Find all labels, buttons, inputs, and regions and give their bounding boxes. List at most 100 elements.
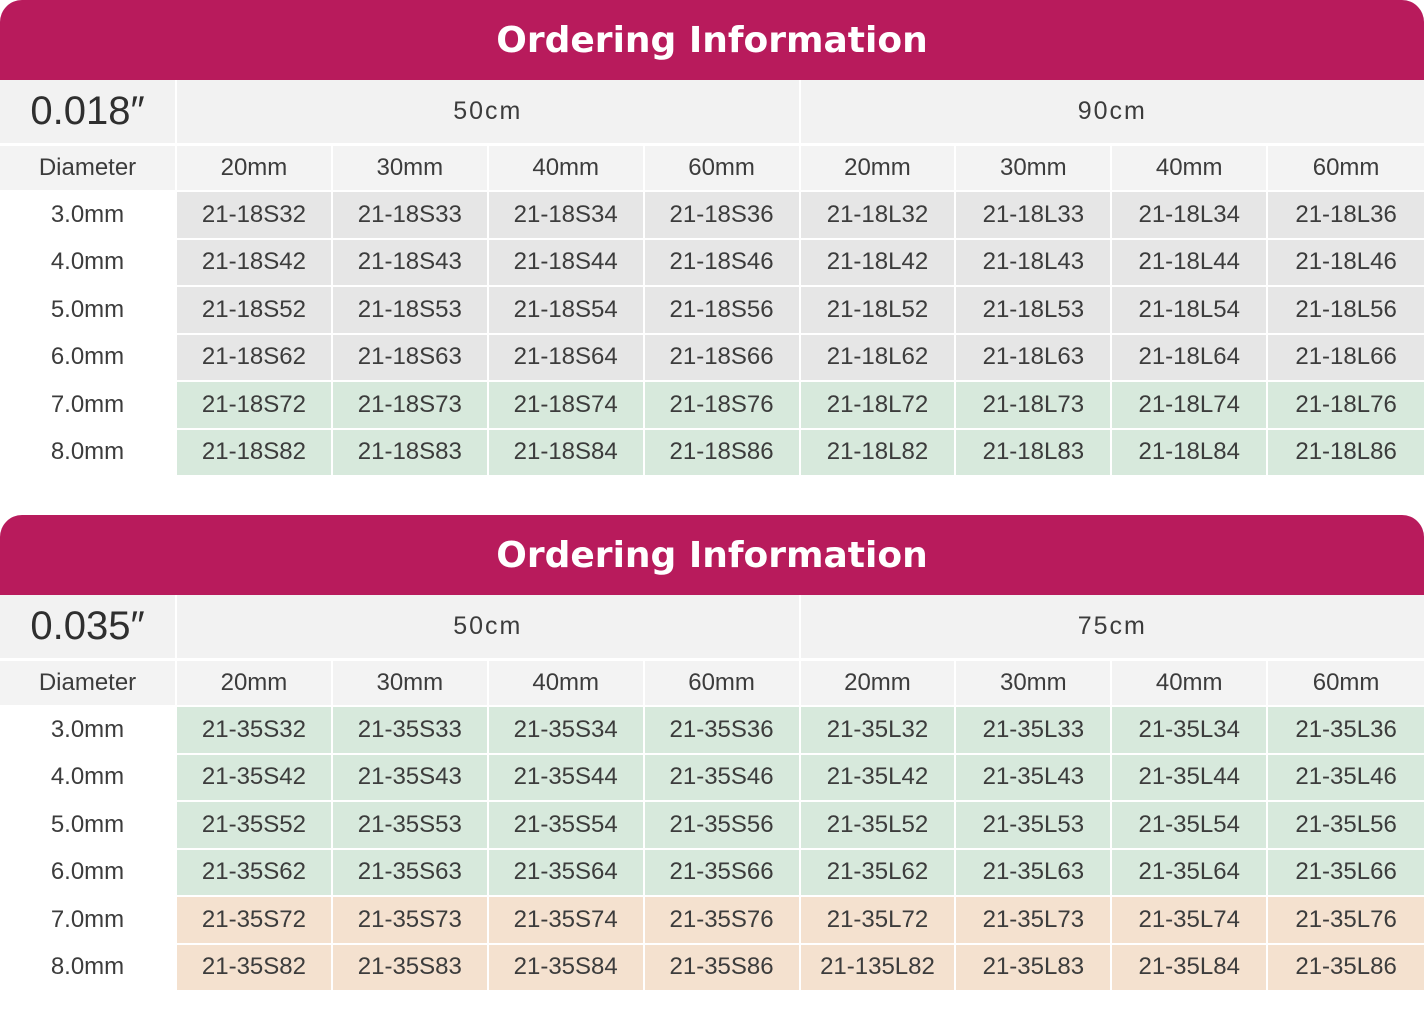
section-banner: Ordering Information bbox=[0, 515, 1424, 595]
product-code-cell: 21-18L74 bbox=[1112, 382, 1269, 430]
product-code-cell: 21-18L73 bbox=[956, 382, 1113, 430]
product-code-cell: 21-35L53 bbox=[956, 802, 1113, 850]
product-code-cell: 21-35S63 bbox=[332, 849, 489, 897]
product-code-cell: 21-18S36 bbox=[644, 192, 801, 240]
table-row: 3.0mm 21-18S32 21-18S33 21-18S34 21-18S36 21-… bbox=[0, 192, 1425, 240]
product-code-cell: 21-18L52 bbox=[800, 287, 957, 335]
diameter-cell: 6.0mm bbox=[0, 849, 177, 897]
diameter-cell: 8.0mm bbox=[0, 429, 177, 477]
product-code-cell: 21-35S66 bbox=[644, 849, 801, 897]
product-code-cell: 21-35S64 bbox=[488, 849, 645, 897]
product-code-cell: 21-35L72 bbox=[800, 897, 957, 945]
product-code-cell: 21-35L44 bbox=[1112, 754, 1269, 802]
product-code-cell: 21-35L52 bbox=[800, 802, 957, 850]
product-code-cell: 21-35S36 bbox=[644, 707, 801, 755]
product-code-cell: 21-18L34 bbox=[1112, 192, 1269, 240]
product-code-cell: 21-35L64 bbox=[1112, 849, 1269, 897]
product-code-cell: 21-18S34 bbox=[488, 192, 645, 240]
diameter-cell: 6.0mm bbox=[0, 334, 177, 382]
length-header: 40mm bbox=[1112, 661, 1269, 707]
table-row: 4.0mm 21-35S42 21-35S43 21-35S44 21-35S46 21-… bbox=[0, 754, 1425, 802]
product-code-cell: 21-35L42 bbox=[800, 754, 957, 802]
product-code-cell: 21-18L46 bbox=[1268, 239, 1425, 287]
product-code-cell: 21-35S84 bbox=[488, 944, 645, 992]
product-code-cell: 21-135L82 bbox=[800, 944, 957, 992]
length-header: 40mm bbox=[488, 146, 645, 192]
group-header: 50cm bbox=[177, 595, 801, 661]
length-header: 20mm bbox=[800, 661, 957, 707]
subheader-row: Diameter 20mm 30mm 40mm 60mm 20mm 30mm 4… bbox=[0, 661, 1425, 707]
product-code-cell: 21-18L54 bbox=[1112, 287, 1269, 335]
diameter-cell: 7.0mm bbox=[0, 382, 177, 430]
diameter-cell: 5.0mm bbox=[0, 287, 177, 335]
product-code-cell: 21-35L66 bbox=[1268, 849, 1425, 897]
product-code-cell: 21-18L72 bbox=[800, 382, 957, 430]
product-code-cell: 21-18S62 bbox=[177, 334, 333, 382]
product-code-cell: 21-35S42 bbox=[177, 754, 333, 802]
product-code-cell: 21-18S52 bbox=[177, 287, 333, 335]
product-code-cell: 21-18L33 bbox=[956, 192, 1113, 240]
product-code-cell: 21-35L83 bbox=[956, 944, 1113, 992]
header-row: 0.035″ 50cm 75cm bbox=[0, 595, 1425, 661]
group-header: 90cm bbox=[800, 80, 1425, 146]
product-code-cell: 21-18L43 bbox=[956, 239, 1113, 287]
product-code-cell: 21-18S43 bbox=[332, 239, 489, 287]
product-code-cell: 21-18L86 bbox=[1268, 429, 1425, 477]
product-code-cell: 21-35S34 bbox=[488, 707, 645, 755]
product-code-cell: 21-18S44 bbox=[488, 239, 645, 287]
table-body: 0.018″ 50cm 90cm Diameter 20mm 30mm 40mm… bbox=[0, 80, 1425, 477]
product-code-cell: 21-18L42 bbox=[800, 239, 957, 287]
product-code-cell: 21-35L63 bbox=[956, 849, 1113, 897]
product-code-cell: 21-35L54 bbox=[1112, 802, 1269, 850]
length-header: 30mm bbox=[332, 661, 489, 707]
product-code-cell: 21-18S33 bbox=[332, 192, 489, 240]
diameter-cell: 3.0mm bbox=[0, 192, 177, 240]
table-row: 8.0mm 21-35S82 21-35S83 21-35S84 21-35S86 21-… bbox=[0, 944, 1425, 992]
table-row: 8.0mm 21-18S82 21-18S83 21-18S84 21-18S86 21-… bbox=[0, 429, 1425, 477]
product-code-cell: 21-35L46 bbox=[1268, 754, 1425, 802]
ordering-table-018: Ordering Information 0.018″ 50cm 90cm Di… bbox=[0, 0, 1425, 477]
product-code-cell: 21-35L73 bbox=[956, 897, 1113, 945]
length-header: 20mm bbox=[177, 146, 333, 192]
product-code-cell: 21-18S54 bbox=[488, 287, 645, 335]
product-code-cell: 21-18L84 bbox=[1112, 429, 1269, 477]
ordering-table: 0.018″ 50cm 90cm Diameter 20mm 30mm 40mm… bbox=[0, 80, 1425, 477]
diameter-cell: 3.0mm bbox=[0, 707, 177, 755]
product-code-cell: 21-35L62 bbox=[800, 849, 957, 897]
diameter-cell: 4.0mm bbox=[0, 754, 177, 802]
table-row: 5.0mm 21-35S52 21-35S53 21-35S54 21-35S56 21-… bbox=[0, 802, 1425, 850]
table-body: 0.035″ 50cm 75cm Diameter 20mm 30mm 40mm… bbox=[0, 595, 1425, 992]
table-row: 7.0mm 21-18S72 21-18S73 21-18S74 21-18S76 21-… bbox=[0, 382, 1425, 430]
length-header: 60mm bbox=[1268, 661, 1425, 707]
product-code-cell: 21-35L32 bbox=[800, 707, 957, 755]
product-code-cell: 21-18S72 bbox=[177, 382, 333, 430]
group-header: 50cm bbox=[177, 80, 801, 146]
product-code-cell: 21-18L62 bbox=[800, 334, 957, 382]
table-row: 5.0mm 21-18S52 21-18S53 21-18S54 21-18S56 21-… bbox=[0, 287, 1425, 335]
diameter-cell: 4.0mm bbox=[0, 239, 177, 287]
product-code-cell: 21-18S83 bbox=[332, 429, 489, 477]
product-code-cell: 21-35S56 bbox=[644, 802, 801, 850]
length-header: 30mm bbox=[956, 661, 1113, 707]
product-code-cell: 21-35S82 bbox=[177, 944, 333, 992]
product-code-cell: 21-18S86 bbox=[644, 429, 801, 477]
product-code-cell: 21-35L56 bbox=[1268, 802, 1425, 850]
product-code-cell: 21-18L82 bbox=[800, 429, 957, 477]
product-code-cell: 21-18S53 bbox=[332, 287, 489, 335]
product-code-cell: 21-35L74 bbox=[1112, 897, 1269, 945]
product-code-cell: 21-18S73 bbox=[332, 382, 489, 430]
product-code-cell: 21-18S76 bbox=[644, 382, 801, 430]
length-header: 30mm bbox=[956, 146, 1113, 192]
product-code-cell: 21-18L36 bbox=[1268, 192, 1425, 240]
product-code-cell: 21-18S84 bbox=[488, 429, 645, 477]
product-code-cell: 21-35S46 bbox=[644, 754, 801, 802]
product-code-cell: 21-18S46 bbox=[644, 239, 801, 287]
product-code-cell: 21-18S42 bbox=[177, 239, 333, 287]
product-code-cell: 21-18S56 bbox=[644, 287, 801, 335]
header-row: 0.018″ 50cm 90cm bbox=[0, 80, 1425, 146]
length-header: 40mm bbox=[488, 661, 645, 707]
product-code-cell: 21-18S32 bbox=[177, 192, 333, 240]
product-code-cell: 21-18L66 bbox=[1268, 334, 1425, 382]
product-code-cell: 21-35L43 bbox=[956, 754, 1113, 802]
length-header: 60mm bbox=[1268, 146, 1425, 192]
